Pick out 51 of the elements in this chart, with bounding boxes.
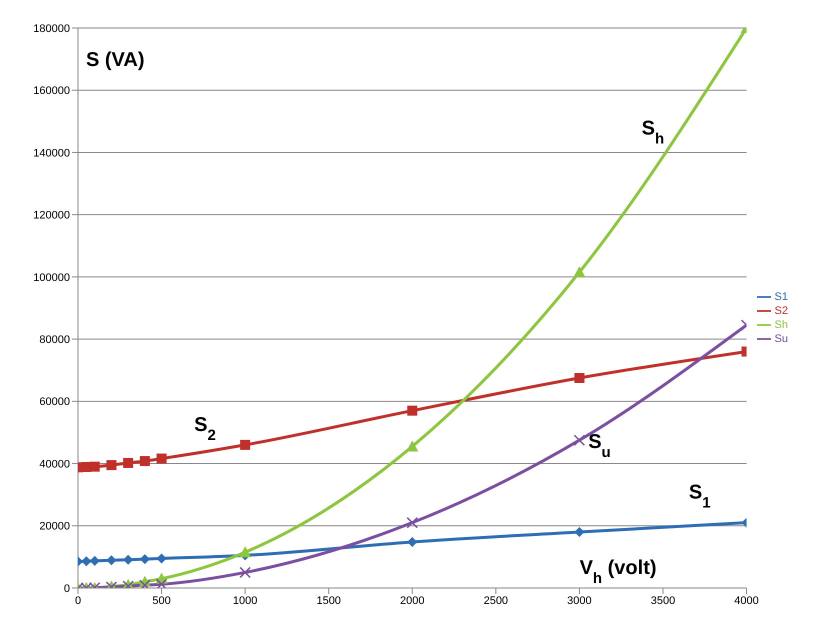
point: [574, 373, 584, 383]
y-tick-label: 180000: [33, 22, 70, 35]
annotation: S$_{h}$: [642, 117, 664, 147]
y-tick-label: 20000: [39, 520, 70, 533]
point: [573, 266, 586, 278]
x-tick-label: 1000: [232, 594, 258, 607]
point: [406, 516, 418, 528]
point: [90, 462, 100, 472]
x-tick-label: 3500: [650, 594, 676, 607]
legend-label: Su: [774, 332, 788, 345]
point: [407, 536, 418, 547]
y-tick-label: 120000: [33, 210, 70, 222]
legend-label: Sh: [774, 318, 788, 331]
y-tick-label: 0: [64, 582, 70, 595]
y-axis-title: S (VA): [86, 49, 145, 71]
y-tick-label: 80000: [39, 334, 70, 346]
x-tick-label: 3000: [567, 594, 592, 607]
y-tick-label: 40000: [39, 458, 70, 470]
point: [574, 434, 586, 446]
point: [140, 554, 150, 564]
point: [81, 556, 92, 566]
x-tick-label: 1500: [316, 594, 341, 607]
point: [106, 555, 116, 566]
point: [156, 454, 167, 464]
x-tick-label: 0: [74, 594, 82, 607]
y-tick-label: 140000: [33, 147, 70, 160]
y-tick-label: 160000: [33, 85, 70, 98]
point: [123, 554, 134, 565]
x-axis-title: V$_{h}$ (volt): [580, 557, 657, 586]
point: [407, 406, 418, 416]
annotation: S$_{u}$: [588, 431, 611, 460]
annotation: S$_{2}$: [194, 414, 216, 444]
point: [90, 556, 100, 566]
annotation: S$_{1}$: [688, 481, 711, 511]
x-tick-label: 2500: [484, 594, 508, 607]
y-tick-label: 100000: [33, 272, 70, 284]
x-tick-label: 2000: [400, 594, 425, 607]
point: [239, 546, 252, 558]
x-tick-label: 500: [152, 594, 171, 607]
legend-label: S2: [774, 304, 788, 317]
point: [574, 527, 584, 537]
point: [123, 458, 134, 468]
point: [239, 566, 251, 578]
x-tick-label: 4000: [734, 594, 759, 607]
y-tick-label: 60000: [39, 396, 70, 408]
point: [140, 456, 150, 466]
point: [156, 553, 167, 564]
point: [240, 440, 250, 450]
legend-label: S1: [774, 290, 788, 303]
point: [106, 460, 116, 470]
point: [156, 578, 168, 588]
